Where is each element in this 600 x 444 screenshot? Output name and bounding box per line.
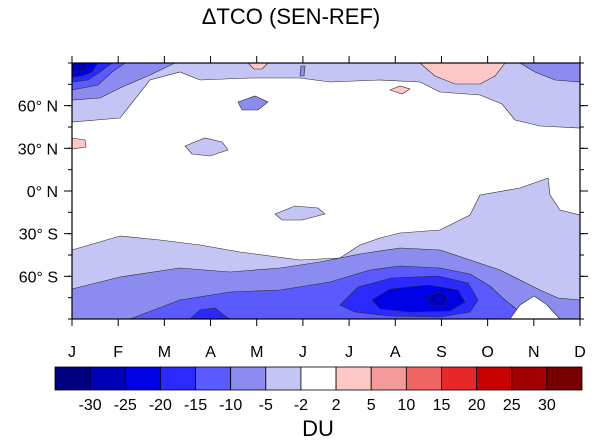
colorbar-label: -20 (149, 397, 172, 414)
y-tick-label: 30° S (19, 227, 58, 244)
colorbar-label: -25 (114, 397, 137, 414)
colorbar-box (159, 366, 196, 391)
colorbar-box (511, 366, 548, 391)
contour-pos-nh-west (71, 137, 87, 150)
colorbar-label: 5 (367, 397, 376, 414)
x-tick-label: O (481, 344, 493, 361)
x-tick-label: M (158, 344, 171, 361)
colorbar-label: -2 (294, 397, 308, 414)
x-tick-label: A (205, 344, 216, 361)
colorbar-label: -5 (259, 397, 273, 414)
colorbar-label: -30 (79, 397, 102, 414)
x-tick-label: J (299, 344, 307, 361)
x-tick-label: M (250, 344, 263, 361)
plot-area: J F M A M J J A S O N D 60° N 30° N 0° N 30° S 60° S (18, 56, 588, 361)
contour-nh-strip (299, 65, 306, 77)
colorbar-box (405, 366, 442, 391)
colorbar-label: -10 (219, 397, 242, 414)
colorbar-box (195, 366, 232, 391)
colorbar-label: 25 (503, 397, 521, 414)
y-axis: 60° N 30° N 0° N 30° S 60° S (18, 62, 588, 320)
y-tick-label: 60° N (18, 99, 58, 116)
colorbar-box (54, 366, 91, 391)
colorbar-label: -15 (184, 397, 207, 414)
colorbar-box (265, 366, 302, 391)
x-tick-label: J (345, 344, 353, 361)
contour-sh-25 (425, 291, 449, 307)
x-tick-label: N (528, 344, 540, 361)
contour-eq-patch (274, 205, 326, 221)
colorbar-box (89, 366, 126, 391)
colorbar-box (124, 366, 161, 391)
colorbar-box (300, 366, 337, 391)
contour-level-plus2 (71, 62, 545, 320)
contour-nh-patch-5 (237, 95, 269, 111)
colorbar-box (230, 366, 267, 391)
y-tick-label: 0° N (27, 184, 58, 201)
colorbar: -30 -25 -20 -15 -10 -5 -2 2 5 10 15 20 25 30 (54, 366, 583, 414)
colorbar-box (476, 366, 513, 391)
x-tick-label: S (436, 344, 447, 361)
colorbar-box (370, 366, 407, 391)
colorbar-label: 20 (468, 397, 486, 414)
y-tick-label: 60° S (19, 269, 58, 286)
colorbar-units: DU (302, 416, 334, 441)
chart-title: ΔTCO (SEN-REF) (202, 4, 380, 29)
colorbar-label: 10 (397, 397, 415, 414)
colorbar-label: 15 (433, 397, 451, 414)
colorbar-box (335, 366, 372, 391)
x-tick-label: J (68, 344, 76, 361)
colorbar-box (546, 366, 583, 391)
x-tick-label: F (113, 344, 123, 361)
contour-nh-patch (184, 137, 229, 157)
colorbar-box (441, 366, 478, 391)
colorbar-label: 30 (538, 397, 556, 414)
colorbar-label: 2 (332, 397, 341, 414)
y-tick-label: 30° N (18, 141, 58, 158)
contour-pos-nh-small (389, 85, 411, 95)
x-tick-label: A (390, 344, 401, 361)
x-tick-label: D (574, 344, 586, 361)
